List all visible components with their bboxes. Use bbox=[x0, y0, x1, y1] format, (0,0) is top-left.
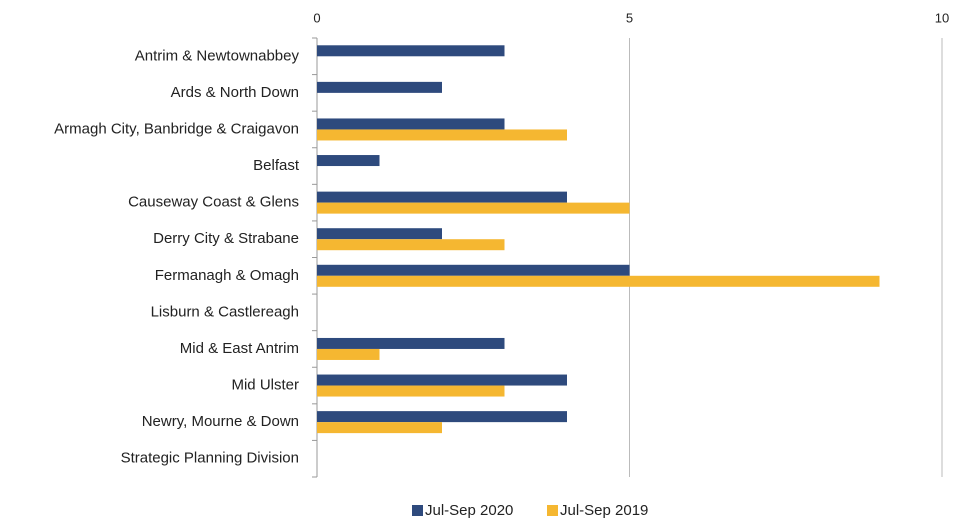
legend-label: Jul-Sep 2019 bbox=[560, 502, 648, 519]
legend-swatch bbox=[412, 505, 423, 516]
x-tick-label: 0 bbox=[313, 10, 320, 25]
y-tick-label: Mid Ulster bbox=[231, 377, 299, 394]
bar bbox=[317, 239, 505, 251]
y-tick-label: Armagh City, Banbridge & Craigavon bbox=[54, 120, 299, 137]
y-tick-label: Fermanagh & Omagh bbox=[155, 267, 299, 284]
x-tick-label: 10 bbox=[935, 10, 949, 25]
bar bbox=[317, 81, 442, 93]
y-tick-label: Lisburn & Castlereagh bbox=[151, 303, 299, 320]
y-tick-label: Newry, Mourne & Down bbox=[142, 413, 299, 430]
bar bbox=[317, 45, 505, 57]
y-tick-label: Causeway Coast & Glens bbox=[128, 194, 299, 211]
bar bbox=[317, 275, 880, 287]
legend-label: Jul-Sep 2020 bbox=[425, 502, 513, 519]
bar bbox=[317, 264, 630, 276]
bar bbox=[317, 228, 442, 240]
bar bbox=[317, 411, 567, 423]
y-tick-label: Belfast bbox=[253, 157, 300, 174]
y-tick-label: Ards & North Down bbox=[171, 84, 299, 101]
bar bbox=[317, 422, 442, 434]
bar bbox=[317, 129, 567, 141]
bar bbox=[317, 202, 630, 214]
bar bbox=[317, 385, 505, 397]
x-tick-label: 5 bbox=[626, 10, 633, 25]
bar bbox=[317, 374, 567, 386]
y-tick-label: Mid & East Antrim bbox=[180, 340, 299, 357]
bar bbox=[317, 118, 505, 130]
bar bbox=[317, 348, 380, 360]
y-tick-label: Derry City & Strabane bbox=[153, 230, 299, 247]
legend-swatch bbox=[547, 505, 558, 516]
y-tick-label: Strategic Planning Division bbox=[121, 450, 299, 467]
bar bbox=[317, 155, 380, 167]
bar bbox=[317, 191, 567, 203]
y-tick-label: Antrim & Newtownabbey bbox=[135, 47, 300, 64]
bar bbox=[317, 337, 505, 349]
